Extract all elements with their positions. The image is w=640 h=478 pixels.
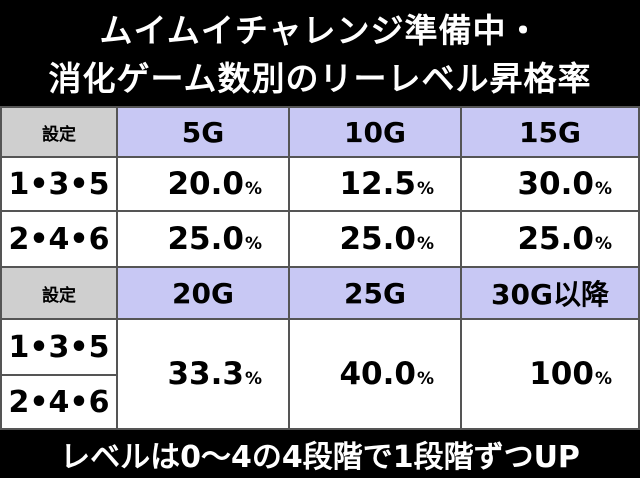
setting-header: 設定 [2, 268, 116, 318]
col-header-10g: 10G [290, 108, 460, 156]
row-label-246: 2•4•6 [2, 212, 116, 266]
rate-cell: 25.0% [118, 212, 288, 266]
title-line-2: 消化ゲーム数別のリーレベル昇格率 [48, 59, 592, 98]
row-label-135: 1•3•5 [2, 320, 116, 374]
rate-cell: 33.3% [118, 320, 288, 428]
col-header-25g: 25G [290, 268, 460, 318]
rate-cell: 30.0% [462, 158, 638, 210]
footer-note: レベルは0〜4の4段階で1段階ずつUP [60, 440, 580, 475]
rate-table: 設定 5G 10G 15G 1•3•5 20.0% 12.5% 30.0% 2•… [0, 106, 640, 430]
rate-cell: 20.0% [118, 158, 288, 210]
row-label-246: 2•4•6 [2, 376, 116, 428]
rate-cell: 25.0% [462, 212, 638, 266]
title-line-1: ムイムイチャレンジ準備中・ [99, 11, 541, 50]
rate-cell: 100% [462, 320, 638, 428]
col-header-5g: 5G [118, 108, 288, 156]
setting-header: 設定 [2, 108, 116, 156]
row-label-135: 1•3•5 [2, 158, 116, 210]
rate-cell: 40.0% [290, 320, 460, 428]
col-header-15g: 15G [462, 108, 638, 156]
col-header-20g: 20G [118, 268, 288, 318]
rate-cell: 12.5% [290, 158, 460, 210]
rate-cell: 25.0% [290, 212, 460, 266]
col-header-30g-plus: 30G以降 [462, 268, 638, 318]
